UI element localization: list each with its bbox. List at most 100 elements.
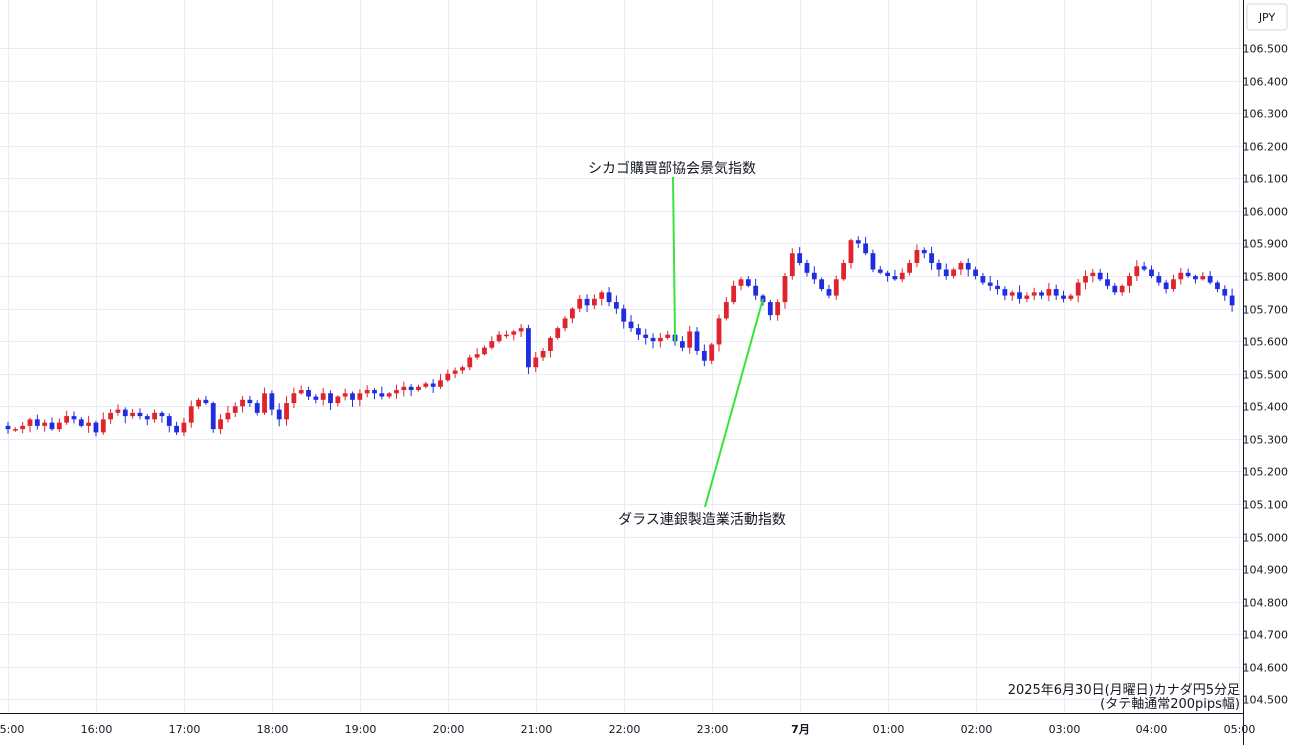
candle-up xyxy=(445,373,451,381)
candle-down xyxy=(1141,266,1147,270)
candle-down xyxy=(1017,292,1022,299)
candle-down xyxy=(760,295,766,303)
candle-down xyxy=(819,279,825,290)
candle-down xyxy=(628,321,634,329)
footnote-line1: 2025年6月30日(月曜日)カナダ円5分足 xyxy=(1008,683,1240,698)
y-tick-label: 105.800 xyxy=(1243,271,1289,284)
candle-down xyxy=(210,403,216,430)
y-tick-label: 104.700 xyxy=(1243,629,1289,642)
candle-down xyxy=(885,272,890,277)
y-tick-label: 104.500 xyxy=(1243,694,1289,707)
candle-up xyxy=(1134,266,1140,277)
candle-down xyxy=(643,334,649,338)
candle-down xyxy=(811,272,817,280)
y-tick-label: 106.000 xyxy=(1243,206,1289,219)
y-tick-label: 105.300 xyxy=(1243,434,1289,447)
candle-down xyxy=(526,328,531,368)
candle-up xyxy=(489,341,495,348)
candle-down xyxy=(1193,276,1198,280)
x-tick-label: 21:00 xyxy=(521,723,553,736)
candle-down xyxy=(943,269,949,277)
candle-up xyxy=(518,328,524,332)
candle-up xyxy=(570,308,575,319)
candle-up xyxy=(1031,292,1037,296)
currency-unit-box[interactable] xyxy=(1246,3,1288,31)
candle-down xyxy=(203,399,209,404)
x-tick-label: 17:00 xyxy=(169,723,201,736)
candle-down xyxy=(650,337,656,342)
candles xyxy=(5,236,1235,437)
annotation-label: ダラス連銀製造業活動指数 xyxy=(618,512,786,528)
x-tick-labels: 15:00 16:00 17:00 18:00 19:00 20:00 21:00 22:00… xyxy=(0,723,1255,736)
candle-up xyxy=(599,292,605,299)
y-tick-label: 105.900 xyxy=(1243,238,1289,251)
candle-down xyxy=(921,249,927,254)
candle-down xyxy=(1002,289,1008,296)
candle-up xyxy=(225,412,231,420)
candle-up xyxy=(1046,289,1052,296)
candle-up xyxy=(496,334,502,342)
candle-up xyxy=(1009,292,1015,296)
footnote: 2025年6月30日(月曜日)カナダ円5分足 (タテ軸通常200pips幅) xyxy=(1008,683,1240,712)
x-tick-label: 03:00 xyxy=(1049,723,1081,736)
candle-up xyxy=(731,285,737,303)
candle-down xyxy=(93,422,99,433)
y-tick-label: 104.900 xyxy=(1243,564,1289,577)
candle-down xyxy=(1156,276,1162,283)
y-tick-label: 106.200 xyxy=(1243,141,1289,154)
y-tick-label: 105.200 xyxy=(1243,466,1289,479)
x-tick-label: 01:00 xyxy=(873,723,905,736)
y-tick-label: 105.000 xyxy=(1243,532,1289,545)
candle-up xyxy=(1068,295,1074,299)
candle-up xyxy=(20,425,26,430)
candle-down xyxy=(254,403,260,413)
candle-up xyxy=(12,429,18,431)
candle-down xyxy=(767,302,773,316)
x-tick-label: 05:00 xyxy=(1224,723,1256,736)
candle-down xyxy=(71,416,77,420)
candle-up xyxy=(789,253,795,277)
y-tick-label: 106.400 xyxy=(1243,76,1289,89)
candle-up xyxy=(775,302,781,316)
candle-up xyxy=(709,344,715,361)
candle-down xyxy=(276,409,282,420)
candle-down xyxy=(892,276,898,280)
candle-up xyxy=(401,386,407,391)
candle-up xyxy=(555,328,561,338)
candle-up xyxy=(665,334,671,338)
candle-up xyxy=(1127,276,1132,286)
candle-up xyxy=(504,334,509,337)
candle-up xyxy=(100,419,106,433)
candle-down xyxy=(1185,272,1191,277)
candle-down xyxy=(694,331,700,351)
candle-up xyxy=(115,409,121,413)
candle-down xyxy=(855,240,861,244)
candle-down xyxy=(306,390,311,397)
y-tick-label: 104.600 xyxy=(1243,662,1289,675)
y-tick-label: 105.600 xyxy=(1243,336,1289,349)
candle-up xyxy=(240,399,245,407)
x-tick-label: 22:00 xyxy=(609,723,641,736)
annotation-pointer xyxy=(704,298,764,508)
candle-down xyxy=(328,393,333,404)
candle-down xyxy=(804,263,810,273)
candle-down xyxy=(877,269,883,273)
candle-up xyxy=(474,354,480,358)
candle-up xyxy=(1075,282,1081,296)
candle-up xyxy=(357,393,363,400)
candle-up xyxy=(364,390,370,394)
candle-down xyxy=(1039,292,1044,296)
candle-up xyxy=(907,263,912,273)
candle-down xyxy=(122,409,128,417)
x-tick-label: 15:00 xyxy=(0,723,24,736)
x-tick-label: 7月 xyxy=(791,723,810,736)
candle-down xyxy=(408,386,414,391)
candle-down xyxy=(987,282,993,286)
y-tick-label: 106.500 xyxy=(1243,43,1289,56)
candle-up xyxy=(511,331,517,335)
candle-down xyxy=(965,263,971,270)
candle-up xyxy=(423,383,429,387)
candle-up xyxy=(64,416,70,423)
candle-down xyxy=(995,285,1000,290)
